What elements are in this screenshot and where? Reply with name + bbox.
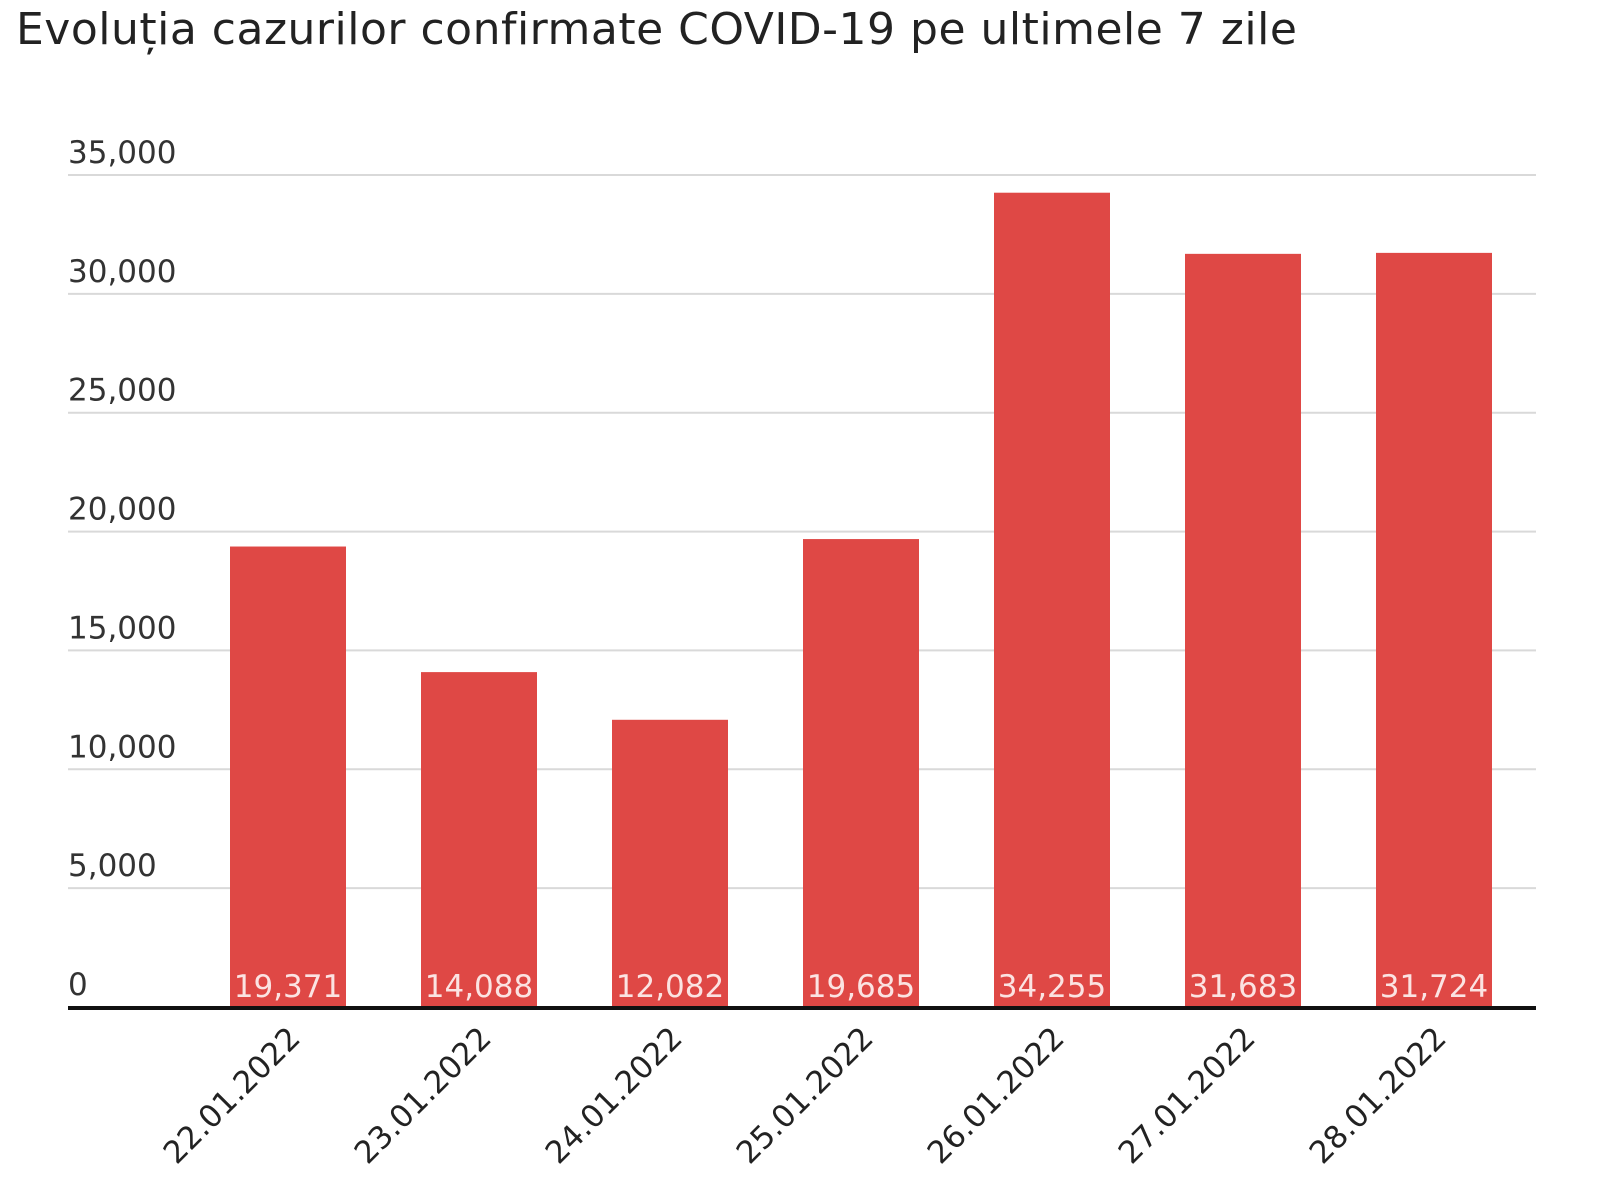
bar: [1376, 252, 1492, 1008]
x-tick-label: 26.01.2022: [921, 1020, 1072, 1171]
x-tick-label: 22.01.2022: [157, 1020, 308, 1171]
x-tick-label: 25.01.2022: [730, 1020, 881, 1171]
y-tick-label: 35,000: [68, 135, 176, 171]
y-tick-label: 25,000: [68, 373, 176, 409]
y-tick-label: 30,000: [68, 254, 176, 290]
data-label: 12,082: [616, 969, 724, 1005]
data-label: 34,255: [998, 969, 1106, 1005]
bar: [1185, 253, 1301, 1007]
y-tick-label: 15,000: [68, 610, 176, 646]
data-label: 31,724: [1380, 969, 1488, 1005]
data-label: 19,685: [807, 969, 915, 1005]
y-tick-label: 0: [68, 967, 88, 1003]
y-tick-label: 20,000: [68, 492, 176, 528]
bar: [612, 719, 728, 1007]
data-label: 19,371: [234, 969, 342, 1005]
x-tick-label: 23.01.2022: [348, 1020, 499, 1171]
x-tick-label: 24.01.2022: [539, 1020, 690, 1171]
data-label: 14,088: [425, 969, 533, 1005]
y-tick-label: 10,000: [68, 729, 176, 765]
x-tick-label: 28.01.2022: [1303, 1020, 1454, 1171]
y-tick-label: 5,000: [68, 848, 157, 884]
bar: [803, 539, 919, 1007]
chart-title: Evoluția cazurilor confirmate COVID-19 p…: [16, 4, 1298, 55]
bar: [230, 546, 346, 1007]
x-tick-label: 27.01.2022: [1112, 1020, 1263, 1171]
bar: [994, 192, 1110, 1007]
bar: [421, 672, 537, 1007]
data-label: 31,683: [1189, 969, 1297, 1005]
